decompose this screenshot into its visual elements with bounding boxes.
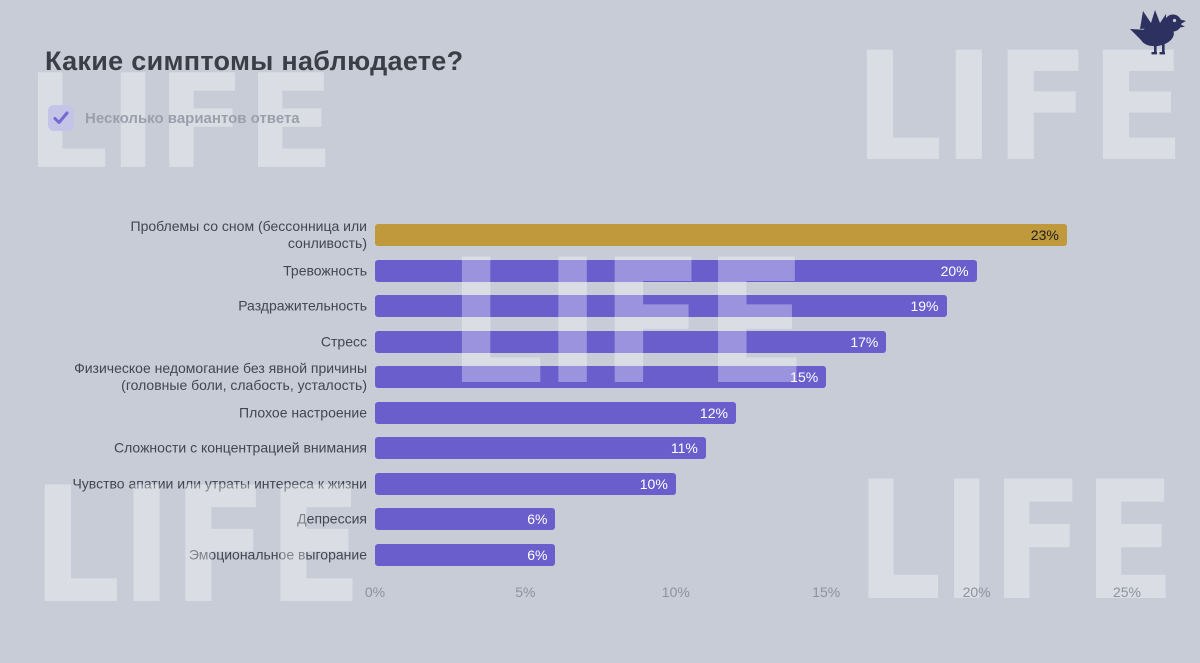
x-axis-tick: 25%	[1112, 584, 1142, 600]
x-axis-tick: 20%	[962, 584, 991, 600]
x-axis-tick: 10%	[661, 584, 690, 600]
bar: 20%	[375, 259, 977, 282]
x-axis-tick: 0%	[364, 584, 386, 600]
bar-value: 11%	[670, 440, 698, 456]
answer-note-label: Несколько вариантов ответа	[85, 109, 300, 127]
bar-label: Эмоциональное выгорание	[188, 546, 367, 562]
x-axis-tick: 15%	[812, 584, 841, 600]
bar-label: Физическое недомогание без явной причины…	[74, 360, 367, 393]
bar-value: 20%	[940, 262, 969, 279]
bar: 17%	[375, 330, 887, 353]
answer-note: Несколько вариантов ответа	[48, 105, 300, 131]
bar-value: 6%	[527, 511, 548, 527]
x-axis-tick: 5%	[515, 584, 536, 600]
bar-label: Тревожность	[283, 262, 367, 278]
bar-value: 10%	[639, 475, 668, 492]
bar-label: Сложности с концентрацией внимания	[114, 439, 367, 456]
bar-label: Плохое настроение	[239, 404, 367, 420]
bar-value: 6%	[527, 546, 548, 563]
bar: 12%	[375, 401, 736, 424]
bar: 15%	[375, 366, 827, 388]
life-bird-logo	[1130, 10, 1186, 55]
checkbox-icon	[48, 105, 74, 131]
bar: 11%	[375, 437, 706, 459]
bar-label: Стресс	[320, 333, 367, 349]
bar: 6%	[375, 543, 556, 566]
bar-label: Проблемы со сном (бессонница или сонливо…	[130, 218, 367, 251]
bar-value: 23%	[1030, 227, 1059, 243]
bar-value: 12%	[699, 404, 728, 421]
bar-label: Чувство апатии или утраты интереса к жиз…	[72, 475, 367, 491]
bar-label: Депрессия	[297, 510, 367, 527]
bar: 23%	[375, 224, 1067, 246]
bar: 6%	[375, 508, 556, 530]
bar-value: 15%	[790, 369, 819, 385]
bar-label: Раздражительность	[238, 297, 367, 314]
page-title: Какие симптомы наблюдаете?	[45, 46, 464, 76]
bar-value: 17%	[850, 333, 879, 350]
bar: 19%	[375, 295, 947, 317]
bar-value: 19%	[910, 298, 939, 314]
bar: 10%	[375, 472, 676, 495]
